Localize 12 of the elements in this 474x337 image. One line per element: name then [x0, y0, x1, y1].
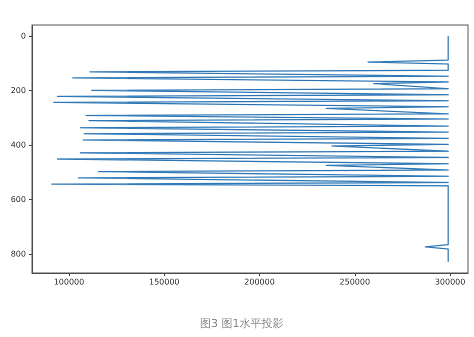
y-tick-label: 0 — [20, 32, 26, 41]
caption: 图3 图1水平投影 — [200, 317, 284, 330]
y-tick-label: 400 — [10, 140, 26, 150]
line-series — [51, 36, 449, 262]
y-tick-label: 200 — [10, 86, 26, 96]
x-tick-label: 200000 — [244, 278, 275, 286]
x-tick-label: 250000 — [340, 278, 370, 286]
x-tick-label: 100000 — [54, 278, 84, 286]
y-tick-label: 800 — [10, 250, 26, 259]
y-tick-label: 600 — [10, 195, 26, 204]
x-tick-label: 300000 — [434, 278, 466, 286]
x-tick-label: 150000 — [148, 278, 180, 286]
